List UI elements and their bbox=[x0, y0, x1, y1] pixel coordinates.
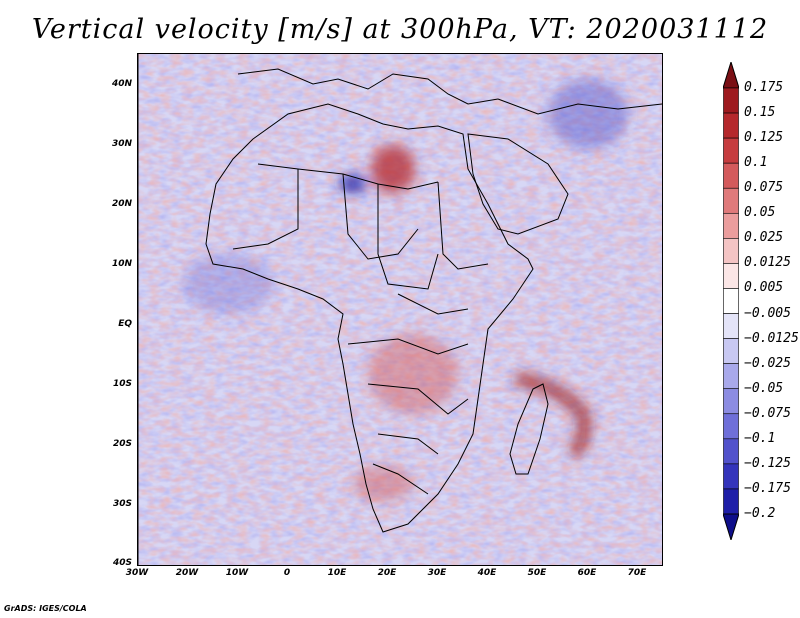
colorbar-label: 0.0125 bbox=[744, 255, 791, 271]
colorbar-segment bbox=[723, 363, 739, 390]
colorbar bbox=[723, 62, 739, 540]
colorbar-segment bbox=[723, 187, 739, 214]
colorbar-segment bbox=[723, 288, 739, 314]
colorbar-bottom-arrow bbox=[723, 513, 739, 540]
vertical-velocity-map bbox=[137, 53, 663, 566]
x-tick-30w: 30W bbox=[125, 568, 149, 578]
x-tick-40e: 40E bbox=[477, 568, 497, 578]
colorbar-segment bbox=[723, 438, 739, 465]
x-tick-50e: 50E bbox=[527, 568, 547, 578]
colorbar-segment bbox=[723, 338, 739, 364]
colorbar-label: −0.075 bbox=[744, 405, 791, 421]
anomaly-features bbox=[183, 79, 628, 502]
colorbar-label: 0.125 bbox=[744, 130, 784, 146]
colorbar-segment bbox=[723, 87, 739, 114]
y-tick-20s: 20S bbox=[112, 439, 132, 449]
y-tick-10n: 10N bbox=[111, 259, 132, 269]
footer-credit: GrADS: IGES/COLA bbox=[4, 604, 87, 613]
y-tick-40n: 40N bbox=[111, 79, 132, 89]
colorbar-label: −0.005 bbox=[744, 305, 791, 321]
colorbar-segment bbox=[723, 212, 739, 239]
x-tick-30e: 30E bbox=[427, 568, 447, 578]
x-tick-70e: 70E bbox=[627, 568, 647, 578]
y-tick-eq: EQ bbox=[118, 319, 132, 329]
colorbar-label: 0.15 bbox=[744, 105, 776, 121]
x-tick-10w: 10W bbox=[225, 568, 249, 578]
y-tick-30n: 30N bbox=[111, 139, 132, 149]
colorbar-label: 0.025 bbox=[744, 230, 784, 246]
colorbar-segment bbox=[723, 263, 739, 289]
map-canvas bbox=[138, 54, 662, 565]
colorbar-segment bbox=[723, 137, 739, 164]
x-tick-20e: 20E bbox=[377, 568, 397, 578]
colorbar-segment bbox=[723, 313, 739, 339]
x-tick-10e: 10E bbox=[327, 568, 347, 578]
colorbar-segment bbox=[723, 388, 739, 415]
x-tick-0: 0 bbox=[283, 568, 291, 578]
colorbar-label: −0.1 bbox=[744, 430, 776, 446]
y-tick-10s: 10S bbox=[112, 379, 132, 389]
colorbar-label: 0.05 bbox=[744, 205, 776, 221]
coastlines bbox=[205, 68, 662, 533]
colorbar-label: 0.175 bbox=[744, 80, 784, 95]
chart-title: Vertical velocity [m/s] at 300hPa, VT: 2… bbox=[31, 14, 769, 45]
colorbar-segment bbox=[723, 162, 739, 189]
colorbar-segment bbox=[723, 488, 739, 515]
colorbar-label: −0.2 bbox=[744, 506, 776, 521]
colorbar-segment bbox=[723, 463, 739, 490]
colorbar-label: −0.025 bbox=[744, 355, 791, 371]
colorbar-label: 0.075 bbox=[744, 180, 784, 196]
x-tick-60e: 60E bbox=[577, 568, 597, 578]
colorbar-label: −0.0125 bbox=[744, 330, 799, 346]
colorbar-segment bbox=[723, 413, 739, 440]
colorbar-segment bbox=[723, 238, 739, 264]
x-tick-20w: 20W bbox=[175, 568, 199, 578]
colorbar-label: −0.05 bbox=[744, 380, 784, 396]
colorbar-top-arrow bbox=[723, 62, 739, 89]
y-tick-30s: 30S bbox=[112, 499, 132, 509]
colorbar-label: −0.175 bbox=[744, 480, 791, 496]
colorbar-label: −0.125 bbox=[744, 455, 791, 471]
y-tick-20n: 20N bbox=[111, 199, 132, 209]
y-tick-40s: 40S bbox=[112, 558, 132, 568]
colorbar-segment bbox=[723, 112, 739, 139]
colorbar-label: 0.1 bbox=[744, 155, 768, 171]
colorbar-label: 0.005 bbox=[744, 280, 784, 296]
